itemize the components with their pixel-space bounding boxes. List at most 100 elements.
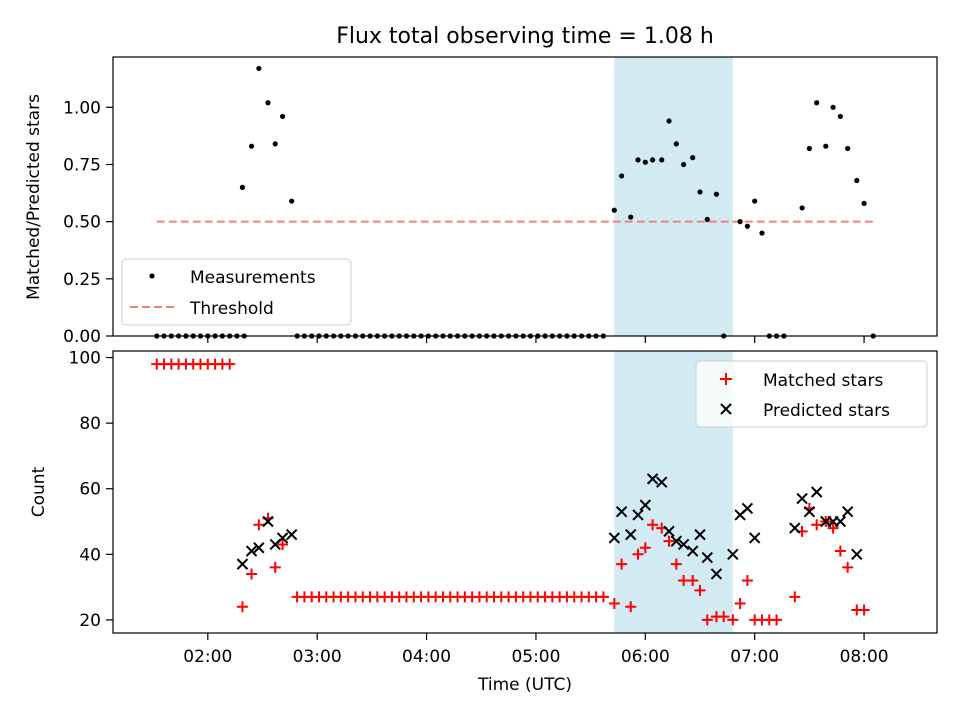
measurement-point <box>239 184 246 190</box>
predicted-star-point <box>841 505 854 518</box>
y-tick-label: 20 <box>79 611 101 631</box>
matched-star-point <box>718 611 730 623</box>
measurement-point <box>642 159 648 165</box>
measurement-point <box>279 113 286 120</box>
predicted-star-point <box>245 545 258 557</box>
predicted-star-point <box>639 499 652 511</box>
x-tick-label: 05:00 <box>511 647 560 667</box>
measurement-point <box>737 219 743 225</box>
predicted-star-point <box>670 535 683 547</box>
predicted-star-point <box>789 522 801 534</box>
legend-label-threshold: Threshold <box>189 299 274 319</box>
predicted-star-point <box>796 492 808 505</box>
matched-star-point <box>246 568 258 580</box>
y-tick-label: 80 <box>79 414 101 434</box>
measurement-point <box>704 216 710 222</box>
measurement-point <box>289 198 295 204</box>
x-tick-label: 03:00 <box>293 647 342 667</box>
top-panel: 0.00 0.25 0.50 0.75 1.00 Matched/Predicted s… <box>24 56 938 347</box>
measurement-point <box>744 223 751 229</box>
matched-star-point <box>647 519 659 531</box>
y-tick-label: 0.50 <box>63 213 101 233</box>
bottom-axes-frame <box>112 350 938 634</box>
measurement-point <box>837 113 843 120</box>
legend-marker-measurements <box>149 273 155 279</box>
predicted-star-point <box>646 473 659 485</box>
matched-star-point <box>727 614 739 626</box>
matched-star-point <box>597 591 609 603</box>
legend-label-matched: Matched stars <box>763 371 883 391</box>
legend-marker-predicted <box>720 403 732 415</box>
measurement-point <box>713 191 720 197</box>
matched-star-point <box>834 545 846 557</box>
predicted-star-point <box>834 515 847 528</box>
predicted-star-point <box>748 532 761 544</box>
predicted-star-point <box>632 509 644 521</box>
measurement-point <box>673 141 679 147</box>
predicted-star-point <box>810 486 823 498</box>
predicted-star-point <box>851 548 863 561</box>
matched-star-point <box>789 591 801 603</box>
predicted-star-point <box>803 505 816 518</box>
predicted-star-point <box>701 551 714 564</box>
matched-star-point <box>224 358 236 370</box>
predicted-star-point <box>694 528 706 541</box>
y-tick-label: 0.75 <box>63 155 101 175</box>
predicted-star-point <box>710 568 723 580</box>
measurement-point <box>814 100 820 106</box>
measurement-point <box>861 200 867 206</box>
matched-star-point <box>632 548 644 560</box>
top-legend-box <box>121 258 352 326</box>
matched-star-point <box>670 558 682 570</box>
matched-star-point <box>842 561 854 573</box>
measurement-point <box>611 207 617 213</box>
top-y-axis-label: Matched/Predicted stars <box>24 94 44 300</box>
measurement-point <box>759 230 765 236</box>
predicted-star-point <box>236 558 249 570</box>
predicted-star-point <box>677 538 690 551</box>
matched-star-point <box>771 614 783 626</box>
matched-star-point <box>616 558 628 570</box>
predicted-star-point <box>262 515 274 528</box>
legend-label-measurements: Measurements <box>190 268 316 288</box>
matched-star-point <box>827 522 839 534</box>
measurement-point <box>854 177 860 184</box>
matched-star-point <box>625 601 637 613</box>
measurement-point <box>806 145 812 152</box>
legend-marker-matched <box>720 373 732 385</box>
measurement-point <box>752 198 758 204</box>
measurement-point <box>256 65 262 72</box>
x-tick-label: 06:00 <box>621 647 670 667</box>
predicted-star-point <box>741 502 754 515</box>
y-tick-label: 100 <box>69 349 101 369</box>
matched-star-point <box>608 597 620 609</box>
predicted-star-point <box>276 532 289 544</box>
legend-label-predicted: Predicted stars <box>763 401 890 421</box>
measurement-point <box>650 157 656 163</box>
matched-star-point <box>277 538 289 550</box>
predicted-star-point <box>656 476 668 488</box>
matched-star-point <box>639 542 651 554</box>
predicted-star-point <box>608 532 621 544</box>
x-axis-label: Time (UTC) <box>477 675 572 695</box>
y-tick-label: 0.25 <box>63 270 101 290</box>
measurement-point <box>830 104 836 110</box>
predicted-star-point <box>625 528 637 541</box>
highlight-span <box>614 57 733 336</box>
measurement-point <box>697 189 703 195</box>
top-legend: Measurements Threshold <box>121 258 352 326</box>
matched-star-point <box>236 601 248 613</box>
predicted-star-point <box>285 528 298 541</box>
measurement-point <box>265 100 271 106</box>
matched-star-point <box>269 561 281 573</box>
predicted-star-point <box>687 545 699 557</box>
measurement-point <box>690 155 696 161</box>
y-tick-label: 40 <box>79 545 101 565</box>
measurement-point <box>248 143 255 149</box>
x-tick-label: 07:00 <box>730 647 779 667</box>
predicted-star-point <box>727 548 739 561</box>
top-axes-frame <box>112 56 938 337</box>
matched-star-point <box>663 535 675 547</box>
matched-star-point <box>734 597 746 609</box>
